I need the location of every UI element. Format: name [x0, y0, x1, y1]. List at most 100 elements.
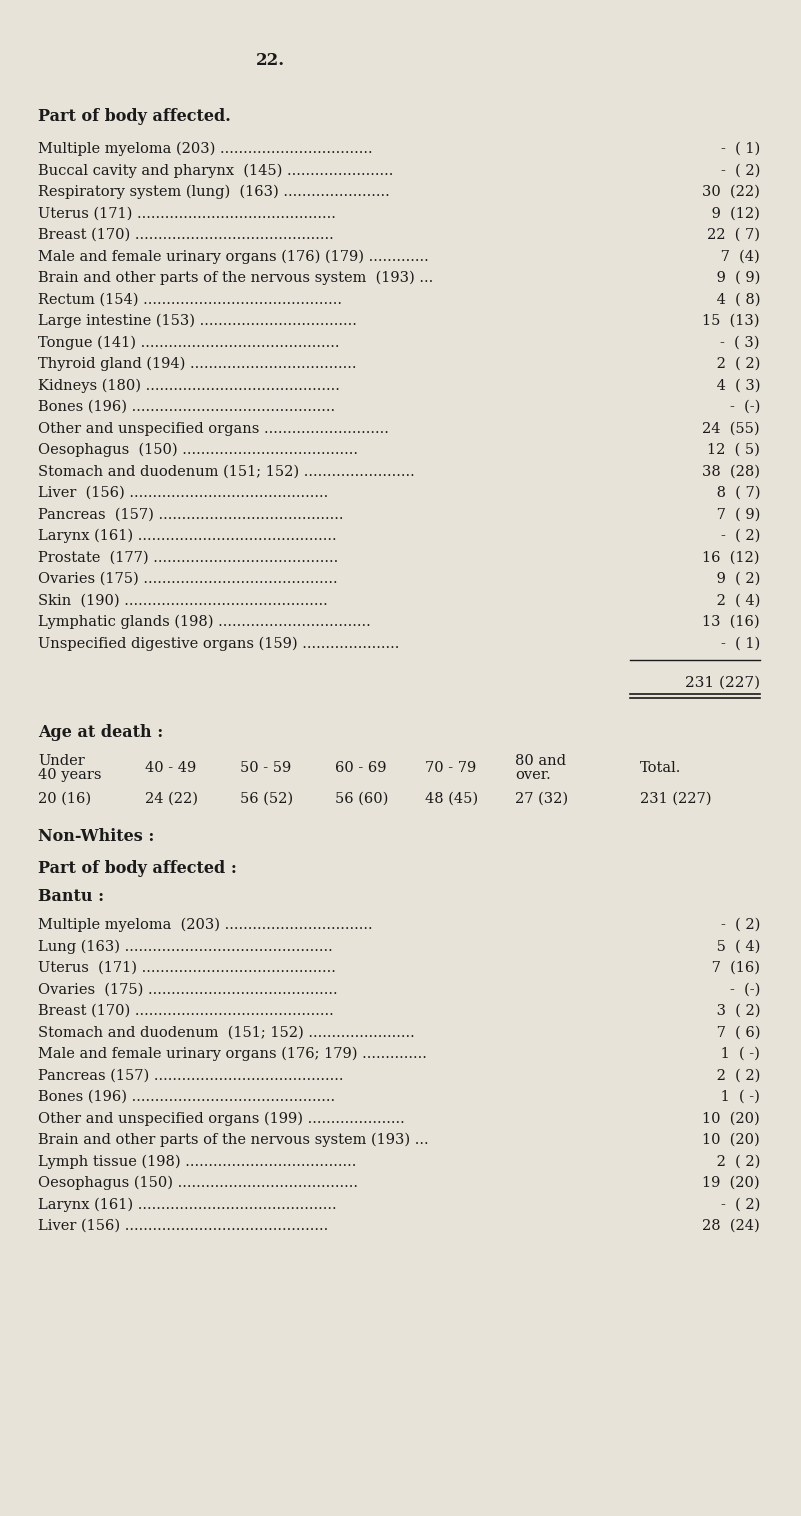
Text: 19  (20): 19 (20): [702, 1176, 760, 1190]
Text: 30  (22): 30 (22): [702, 185, 760, 199]
Text: Larynx (161) ...........................................: Larynx (161) ...........................…: [38, 529, 336, 543]
Text: Respiratory system (lung)  (163) .......................: Respiratory system (lung) (163) ........…: [38, 185, 390, 200]
Text: 50 - 59: 50 - 59: [240, 761, 292, 775]
Text: Liver (156) ............................................: Liver (156) ............................…: [38, 1219, 328, 1233]
Text: 56 (52): 56 (52): [240, 791, 293, 807]
Text: Lymphatic glands (198) .................................: Lymphatic glands (198) .................…: [38, 615, 371, 629]
Text: Ovaries  (175) .........................................: Ovaries (175) ..........................…: [38, 982, 338, 996]
Text: 70 - 79: 70 - 79: [425, 761, 477, 775]
Text: -  (-): - (-): [730, 400, 760, 414]
Text: -  (-): - (-): [730, 982, 760, 996]
Text: 7  ( 9): 7 ( 9): [711, 508, 760, 522]
Text: -  ( 3): - ( 3): [721, 335, 760, 350]
Text: 231 (227): 231 (227): [640, 791, 711, 807]
Text: Non-Whites :: Non-Whites :: [38, 828, 155, 844]
Text: 20 (16): 20 (16): [38, 791, 91, 807]
Text: Other and unspecified organs (199) .....................: Other and unspecified organs (199) .....…: [38, 1111, 405, 1126]
Text: 9  ( 2): 9 ( 2): [711, 572, 760, 587]
Text: Breast (170) ...........................................: Breast (170) ...........................…: [38, 1004, 334, 1019]
Text: 27 (32): 27 (32): [515, 791, 568, 807]
Text: Ovaries (175) ..........................................: Ovaries (175) ..........................…: [38, 572, 338, 587]
Text: 2  ( 2): 2 ( 2): [711, 1069, 760, 1082]
Text: -  ( 2): - ( 2): [721, 529, 760, 543]
Text: Rectum (154) ...........................................: Rectum (154) ...........................…: [38, 293, 342, 306]
Text: Bones (196) ............................................: Bones (196) ............................…: [38, 1090, 335, 1104]
Text: 22  ( 7): 22 ( 7): [707, 227, 760, 243]
Text: 9  ( 9): 9 ( 9): [711, 271, 760, 285]
Text: Lymph tissue (198) .....................................: Lymph tissue (198) .....................…: [38, 1155, 356, 1169]
Text: 10  (20): 10 (20): [702, 1132, 760, 1148]
Text: Skin  (190) ............................................: Skin (190) .............................…: [38, 593, 328, 608]
Text: Buccal cavity and pharynx  (145) .......................: Buccal cavity and pharynx (145) ........…: [38, 164, 393, 177]
Text: 12  ( 5): 12 ( 5): [707, 443, 760, 456]
Text: Oesophagus (150) .......................................: Oesophagus (150) .......................…: [38, 1176, 358, 1190]
Text: 16  (12): 16 (12): [702, 550, 760, 564]
Text: 8  ( 7): 8 ( 7): [711, 487, 760, 500]
Text: -  ( 1): - ( 1): [721, 637, 760, 650]
Text: 24  (55): 24 (55): [702, 421, 760, 435]
Text: 3  ( 2): 3 ( 2): [711, 1004, 760, 1019]
Text: 9  (12): 9 (12): [707, 206, 760, 220]
Text: 4  ( 8): 4 ( 8): [711, 293, 760, 306]
Text: -  ( 2): - ( 2): [721, 1198, 760, 1211]
Text: Breast (170) ...........................................: Breast (170) ...........................…: [38, 227, 334, 243]
Text: 24 (22): 24 (22): [145, 791, 198, 807]
Text: over.: over.: [515, 769, 551, 782]
Text: Brain and other parts of the nervous system (193) ...: Brain and other parts of the nervous sys…: [38, 1132, 429, 1148]
Text: 40 - 49: 40 - 49: [145, 761, 196, 775]
Text: 80 and: 80 and: [515, 753, 566, 769]
Text: Multiple myeloma  (203) ................................: Multiple myeloma (203) .................…: [38, 919, 372, 932]
Text: Oesophagus  (150) ......................................: Oesophagus (150) .......................…: [38, 443, 358, 458]
Text: Pancreas  (157) ........................................: Pancreas (157) .........................…: [38, 508, 344, 522]
Text: 7  (16): 7 (16): [707, 961, 760, 975]
Text: Larynx (161) ...........................................: Larynx (161) ...........................…: [38, 1198, 336, 1211]
Text: 7  (4): 7 (4): [716, 250, 760, 264]
Text: Stomach and duodenum  (151; 152) .......................: Stomach and duodenum (151; 152) ........…: [38, 1025, 415, 1040]
Text: 13  (16): 13 (16): [702, 615, 760, 629]
Text: Stomach and duodenum (151; 152) ........................: Stomach and duodenum (151; 152) ........…: [38, 464, 415, 479]
Text: Prostate  (177) ........................................: Prostate (177) .........................…: [38, 550, 338, 564]
Text: Kidneys (180) ..........................................: Kidneys (180) ..........................…: [38, 379, 340, 393]
Text: Part of body affected :: Part of body affected :: [38, 860, 237, 876]
Text: Bantu :: Bantu :: [38, 888, 104, 905]
Text: Liver  (156) ...........................................: Liver (156) ............................…: [38, 487, 328, 500]
Text: Age at death :: Age at death :: [38, 725, 163, 741]
Text: Uterus (171) ...........................................: Uterus (171) ...........................…: [38, 206, 336, 220]
Text: -  ( 1): - ( 1): [721, 143, 760, 156]
Text: Large intestine (153) ..................................: Large intestine (153) ..................…: [38, 314, 357, 329]
Text: 40 years: 40 years: [38, 769, 102, 782]
Text: Brain and other parts of the nervous system  (193) ...: Brain and other parts of the nervous sys…: [38, 271, 433, 285]
Text: 28  (24): 28 (24): [702, 1219, 760, 1233]
Text: 5  ( 4): 5 ( 4): [711, 940, 760, 954]
Text: Under: Under: [38, 753, 85, 769]
Text: Unspecified digestive organs (159) .....................: Unspecified digestive organs (159) .....…: [38, 637, 400, 650]
Text: Pancreas (157) .........................................: Pancreas (157) .........................…: [38, 1069, 344, 1082]
Text: 231 (227): 231 (227): [685, 676, 760, 690]
Text: 15  (13): 15 (13): [702, 314, 760, 327]
Text: Male and female urinary organs (176) (179) .............: Male and female urinary organs (176) (17…: [38, 250, 429, 264]
Text: Total.: Total.: [640, 761, 682, 775]
Text: -  ( 2): - ( 2): [721, 164, 760, 177]
Text: Male and female urinary organs (176; 179) ..............: Male and female urinary organs (176; 179…: [38, 1048, 427, 1061]
Text: 7  ( 6): 7 ( 6): [711, 1025, 760, 1040]
Text: Multiple myeloma (203) .................................: Multiple myeloma (203) .................…: [38, 143, 372, 156]
Text: Uterus  (171) ..........................................: Uterus (171) ...........................…: [38, 961, 336, 975]
Text: 1  ( -): 1 ( -): [716, 1048, 760, 1061]
Text: Other and unspecified organs ...........................: Other and unspecified organs ...........…: [38, 421, 388, 435]
Text: Thyroid gland (194) ....................................: Thyroid gland (194) ....................…: [38, 356, 356, 371]
Text: Bones (196) ............................................: Bones (196) ............................…: [38, 400, 335, 414]
Text: 56 (60): 56 (60): [335, 791, 388, 807]
Text: Lung (163) .............................................: Lung (163) .............................…: [38, 940, 332, 954]
Text: 10  (20): 10 (20): [702, 1111, 760, 1125]
Text: 2  ( 2): 2 ( 2): [711, 1155, 760, 1169]
Text: 1  ( -): 1 ( -): [716, 1090, 760, 1104]
Text: Tongue (141) ...........................................: Tongue (141) ...........................…: [38, 335, 340, 350]
Text: 2  ( 2): 2 ( 2): [711, 356, 760, 371]
Text: 22.: 22.: [256, 52, 284, 70]
Text: 60 - 69: 60 - 69: [335, 761, 387, 775]
Text: 4  ( 3): 4 ( 3): [711, 379, 760, 393]
Text: Part of body affected.: Part of body affected.: [38, 108, 231, 124]
Text: -  ( 2): - ( 2): [721, 919, 760, 932]
Text: 38  (28): 38 (28): [702, 464, 760, 479]
Text: 48 (45): 48 (45): [425, 791, 478, 807]
